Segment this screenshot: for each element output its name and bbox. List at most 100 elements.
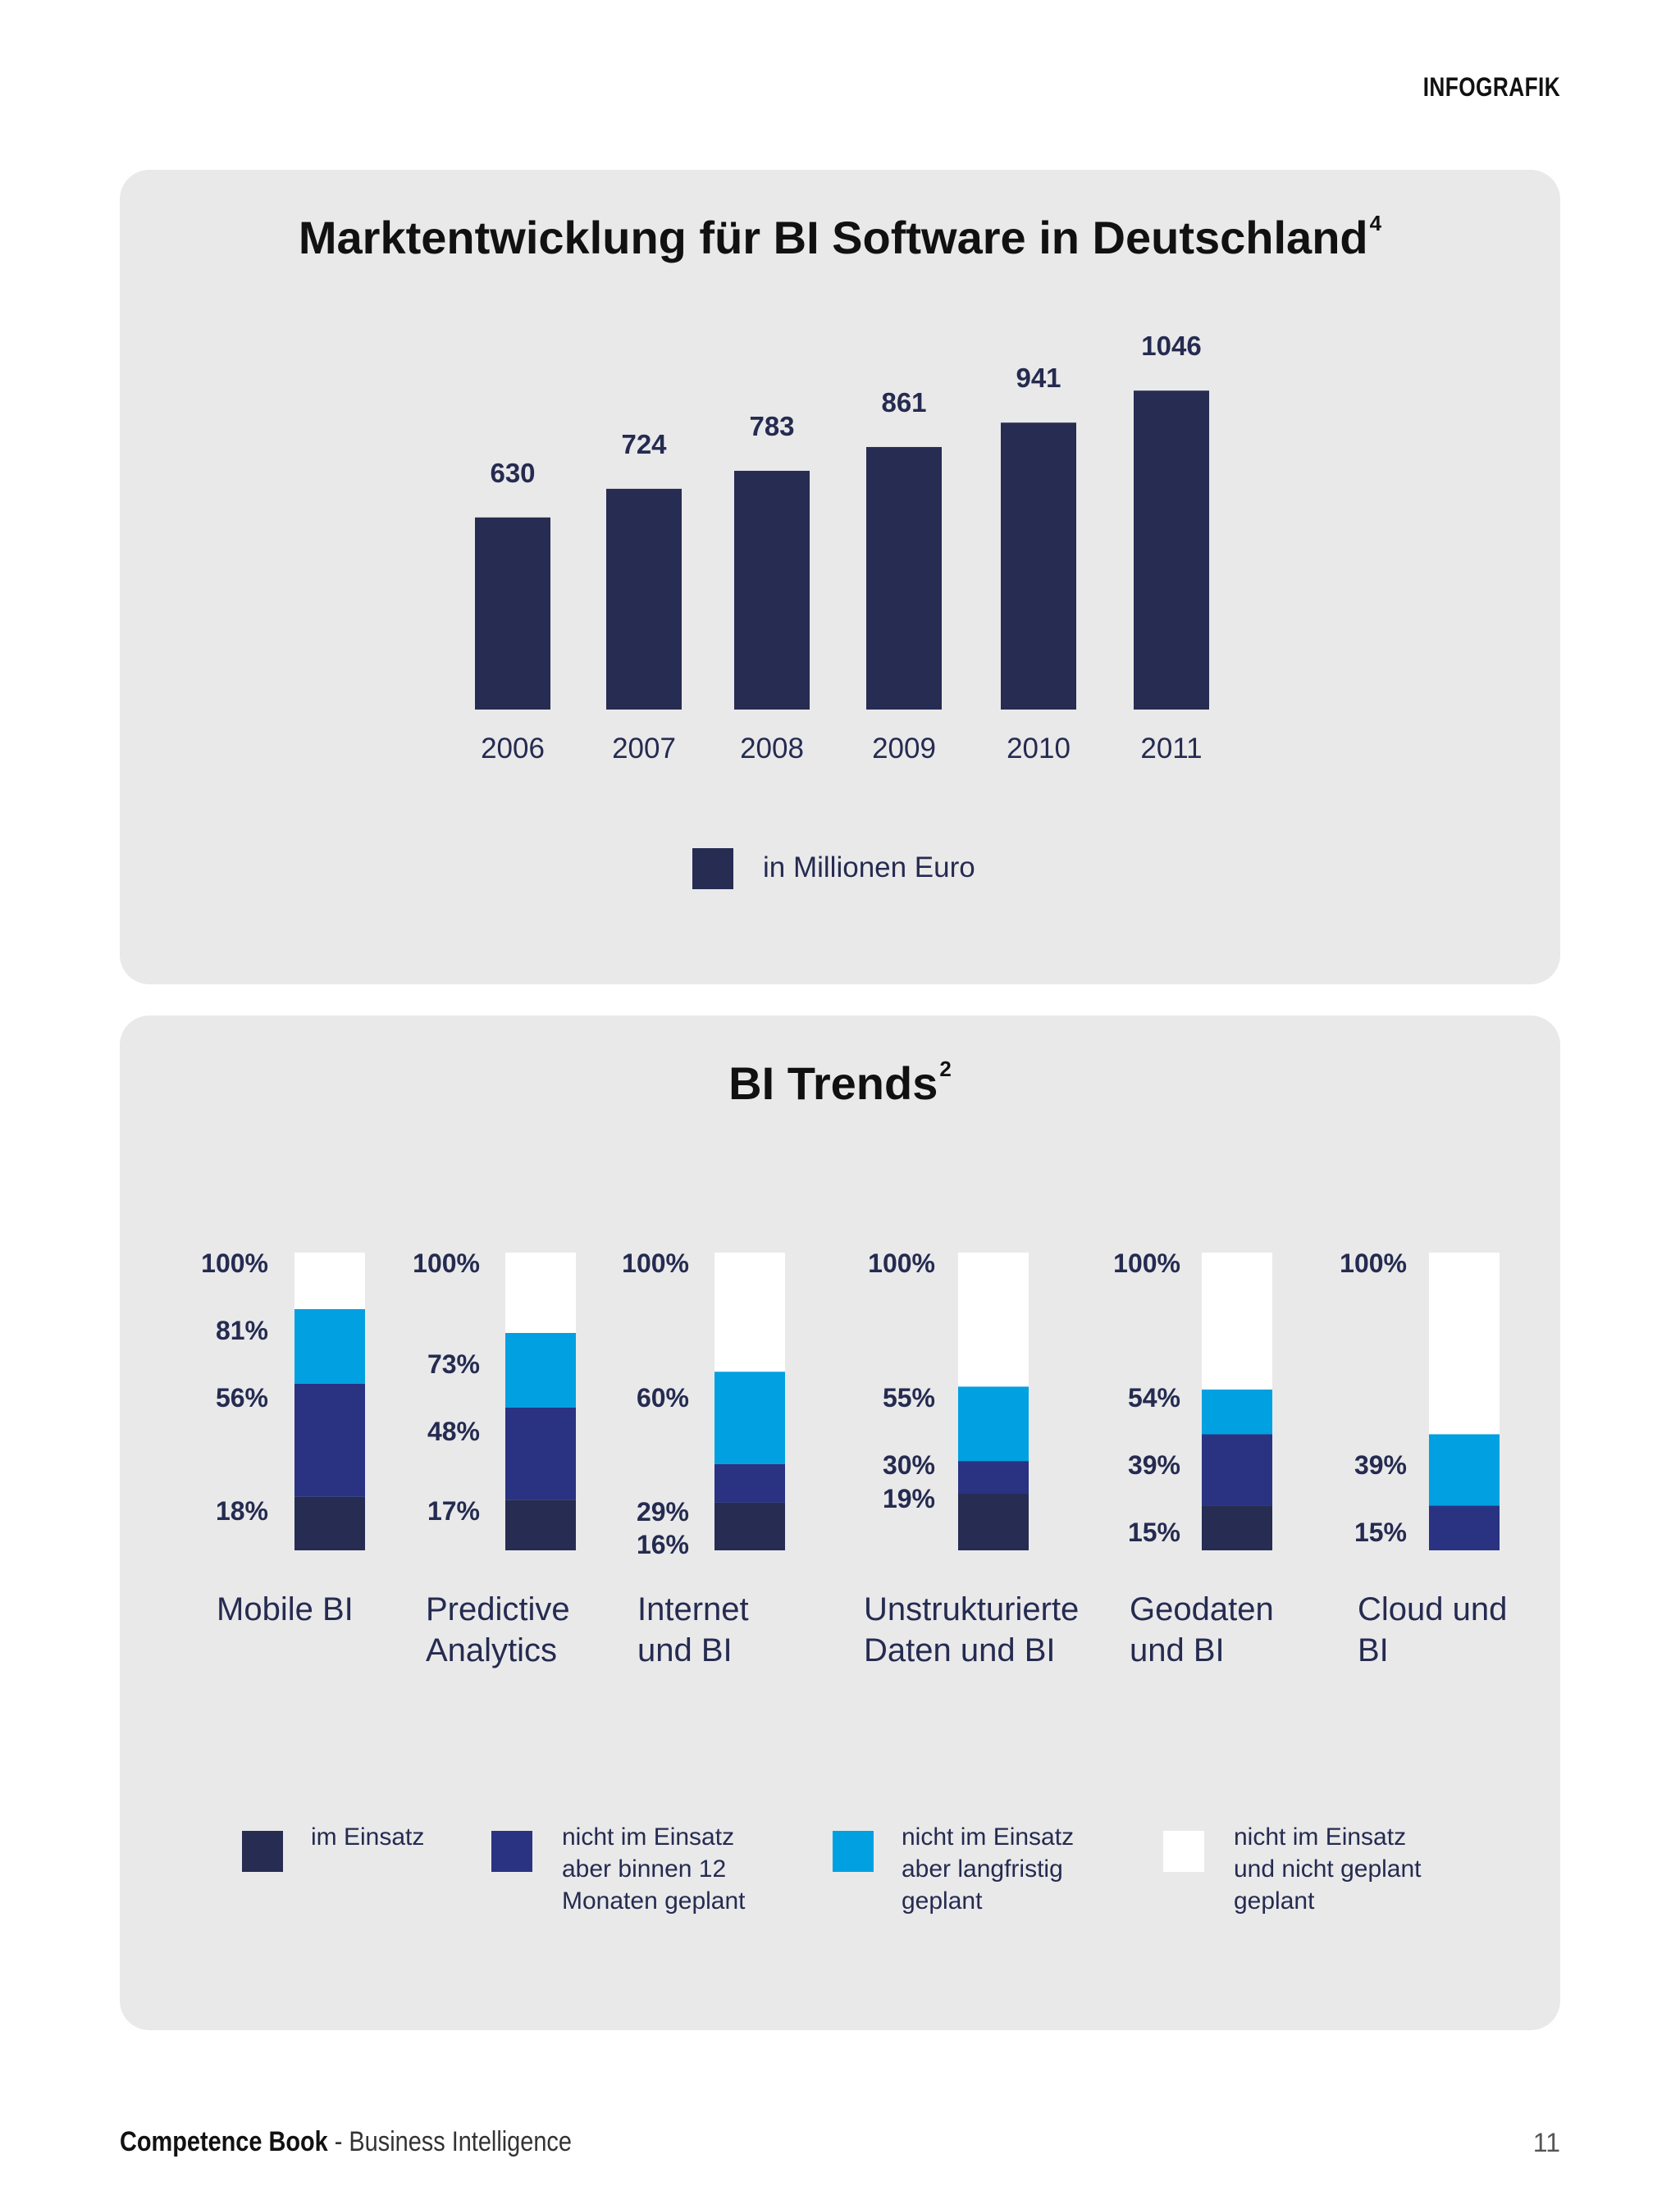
- stack-segment-5-4: [1202, 1253, 1272, 1390]
- legend-swatch-2: [491, 1831, 532, 1872]
- legend-label-3-1: nicht im Einsatz: [902, 1823, 1074, 1851]
- bar-2009: [866, 446, 942, 710]
- legend-label-3-3: geplant: [902, 1887, 983, 1915]
- stack-segment-3-3: [714, 1372, 785, 1464]
- stack-label-4-3: 30%: [883, 1450, 935, 1480]
- value-label-2009: 861: [881, 387, 926, 418]
- market-chart-panel: Marktentwicklung für BI Software in Deut…: [120, 170, 1560, 984]
- bar-2011: [1134, 390, 1209, 710]
- category-label-5-1: Geodaten: [1130, 1591, 1274, 1627]
- category-label-6-1: Cloud und: [1358, 1591, 1507, 1627]
- category-label-2-1: Predictive: [426, 1591, 570, 1627]
- stack-segment-2-3: [505, 1333, 576, 1408]
- stack-segment-4-2: [958, 1461, 1029, 1495]
- market-bar-chart: 630 2006 724 2007 783 2008 861 2009 941 2010 1046 2…: [475, 331, 1209, 889]
- stack-segment-4-3: [958, 1386, 1029, 1462]
- category-label-6-2: BI: [1358, 1632, 1389, 1668]
- stack-label-2-2: 73%: [427, 1349, 480, 1379]
- stack-segment-6-2: [1429, 1505, 1500, 1550]
- bar-2010: [1001, 422, 1076, 710]
- stack-label-1-4: 18%: [216, 1496, 268, 1526]
- trends-chart-title: BI Trends2: [120, 1057, 1560, 1110]
- stack-segment-3-4: [714, 1253, 785, 1372]
- legend-label-4-1: nicht im Einsatz: [1234, 1823, 1406, 1851]
- stack-label-5-2: 54%: [1128, 1383, 1180, 1413]
- stack-segment-2-4: [505, 1253, 576, 1334]
- market-chart-title-text: Marktentwicklung für BI Software in Deut…: [298, 212, 1368, 263]
- stack-segment-1-2: [294, 1383, 365, 1497]
- legend-swatch-4: [1163, 1831, 1204, 1872]
- stack-label-5-1: 100%: [1113, 1248, 1180, 1278]
- x-tick-label-2006: 2006: [481, 733, 545, 765]
- stack-label-6-1: 100%: [1340, 1248, 1407, 1278]
- value-label-2008: 783: [749, 411, 794, 441]
- trends-stacked-chart: 100% 81% 56% 18% 100% 73% 48% 17% 100% 60% 29% 16% 1…: [201, 1248, 1507, 1915]
- legend-swatch: [692, 848, 733, 889]
- category-label-5-2: und BI: [1130, 1632, 1225, 1668]
- stack-segment-5-1: [1202, 1505, 1272, 1550]
- market-chart-footnote: 4: [1369, 211, 1382, 235]
- stack-segment-3-2: [714, 1463, 785, 1503]
- category-label-2-2: Analytics: [426, 1632, 557, 1668]
- stack-label-2-1: 100%: [413, 1248, 480, 1278]
- legend-swatch-3: [833, 1831, 874, 1872]
- category-label-4-2: Daten und BI: [864, 1632, 1056, 1668]
- x-tick-label-2011: 2011: [1140, 733, 1202, 765]
- stack-label-1-2: 81%: [216, 1316, 268, 1345]
- legend-label: in Millionen Euro: [763, 851, 975, 883]
- x-tick-label-2008: 2008: [740, 733, 804, 765]
- trends-chart-footnote: 2: [939, 1057, 952, 1081]
- legend-swatch-1: [242, 1831, 283, 1872]
- stack-segment-5-2: [1202, 1434, 1272, 1506]
- stack-segment-1-1: [294, 1496, 365, 1550]
- stack-label-4-4: 19%: [883, 1484, 935, 1513]
- category-label-1-1: Mobile BI: [217, 1591, 354, 1627]
- stack-segment-2-1: [505, 1499, 576, 1550]
- legend-label-2-2: aber binnen 12: [562, 1855, 726, 1883]
- legend-label-3-2: aber langfristig: [902, 1855, 1063, 1883]
- trends-chart-panel: BI Trends2 100% 81% 56% 18% 100% 73% 48% 17% 100…: [120, 1016, 1560, 2030]
- stack-segment-1-4: [294, 1253, 365, 1309]
- section-label: INFOGRAFIK: [1422, 72, 1560, 102]
- stack-label-5-4: 15%: [1128, 1518, 1180, 1547]
- footer-separator: -: [327, 2126, 349, 2157]
- stack-segment-3-1: [714, 1502, 785, 1550]
- stack-label-3-4: 16%: [637, 1530, 689, 1559]
- stack-segment-2-2: [505, 1407, 576, 1500]
- category-label-3-1: Internet: [637, 1591, 749, 1627]
- value-label-2010: 941: [1016, 363, 1061, 393]
- stack-label-3-3: 29%: [637, 1497, 689, 1527]
- bar-2007: [606, 488, 682, 710]
- stack-segment-5-3: [1202, 1389, 1272, 1435]
- bar-2006: [475, 517, 550, 710]
- stack-segment-4-1: [958, 1494, 1029, 1550]
- stack-segment-6-3: [1429, 1434, 1500, 1506]
- stack-label-4-1: 100%: [868, 1248, 935, 1278]
- stack-label-2-4: 17%: [427, 1496, 480, 1526]
- value-label-2007: 724: [621, 429, 667, 459]
- legend-label-2-1: nicht im Einsatz: [562, 1823, 734, 1851]
- footer-title: Competence Book - Business Intelligence: [120, 2126, 572, 2158]
- stack-label-5-3: 39%: [1128, 1450, 1180, 1480]
- market-chart-title: Marktentwicklung für BI Software in Deut…: [120, 211, 1560, 264]
- x-tick-label-2010: 2010: [1007, 733, 1071, 765]
- category-label-3-2: und BI: [637, 1632, 733, 1668]
- category-label-4-1: Unstrukturierte: [864, 1591, 1079, 1627]
- stack-label-6-2: 39%: [1354, 1450, 1407, 1480]
- stack-label-4-2: 55%: [883, 1383, 935, 1413]
- stack-segment-6-4: [1429, 1253, 1500, 1435]
- legend-label-1-1: im Einsatz: [311, 1823, 424, 1851]
- trends-chart-title-text: BI Trends: [728, 1057, 938, 1109]
- stack-label-1-3: 56%: [216, 1383, 268, 1413]
- value-label-2006: 630: [490, 458, 535, 488]
- stack-label-3-2: 60%: [637, 1383, 689, 1413]
- stack-segment-4-4: [958, 1253, 1029, 1387]
- legend-label-4-2: und nicht geplant: [1234, 1855, 1422, 1883]
- x-tick-label-2007: 2007: [612, 733, 676, 765]
- value-label-2011: 1046: [1141, 331, 1201, 361]
- footer-subtitle: Business Intelligence: [349, 2126, 572, 2157]
- bar-2008: [734, 470, 810, 710]
- page-number: 11: [1532, 2128, 1560, 2157]
- legend-label-4-3: geplant: [1234, 1887, 1315, 1915]
- stack-segment-1-3: [294, 1308, 365, 1384]
